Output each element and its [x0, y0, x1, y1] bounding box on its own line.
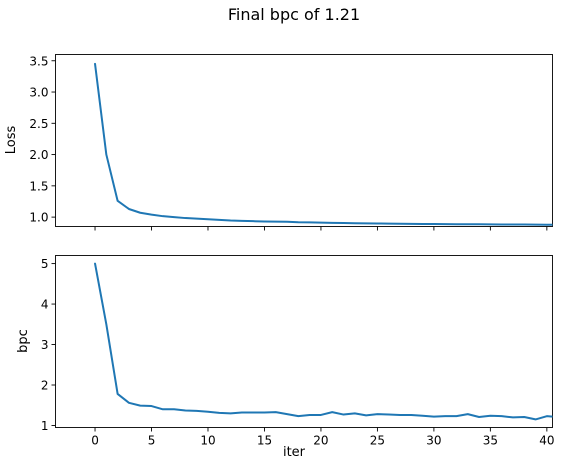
loss-y-tick-label: 3.5: [29, 54, 48, 68]
bpc-panel: 0 5 10 15 20 25 30 35 40 1 2 3 4 5 bpc iter: [16, 255, 555, 460]
loss-y-tick-label: 2.0: [29, 148, 48, 162]
bpc-x-tick-label: 5: [148, 434, 156, 448]
loss-marks: 1.0 1.5 2.0 2.5 3.0 3.5: [29, 54, 553, 231]
loss-y-axis-label: Loss: [4, 126, 19, 155]
bpc-x-tick-label: 35: [483, 434, 498, 448]
loss-series-line-0: [94, 62, 553, 226]
figure-title: Final bpc of 1.21: [228, 5, 360, 24]
loss-y-tick-label: 1.5: [29, 179, 48, 193]
loss-y-tick-label: 2.5: [29, 117, 48, 131]
bpc-y-tick-label: 4: [41, 298, 49, 312]
loss-panel: 1.0 1.5 2.0 2.5 3.0 3.5 Loss: [4, 54, 553, 231]
bpc-x-tick-label: 15: [257, 434, 272, 448]
loss-axes-frame: [55, 54, 553, 227]
bpc-y-tick-label: 1: [41, 419, 49, 433]
loss-y-tick-label: 3.0: [29, 86, 48, 100]
bpc-axes-frame: [55, 255, 553, 428]
bpc-x-tick-label: 20: [313, 434, 328, 448]
bpc-y-tick-label: 3: [41, 338, 49, 352]
bpc-y-tick-label: 5: [41, 257, 49, 271]
bpc-x-tick-label: 0: [91, 434, 99, 448]
bpc-x-tick-label: 30: [426, 434, 441, 448]
bpc-y-tick-label: 2: [41, 379, 49, 393]
x-axis-label: iter: [283, 445, 306, 460]
bpc-series-line-0: [94, 262, 553, 421]
bpc-x-tick-label: 10: [200, 434, 215, 448]
bpc-x-tick-label: 25: [370, 434, 385, 448]
bpc-y-axis-label: bpc: [16, 329, 31, 353]
bpc-marks: 0 5 10 15 20 25 30 35 40 1 2 3 4 5: [41, 257, 555, 448]
bpc-x-tick-label: 40: [539, 434, 554, 448]
loss-y-tick-label: 1.0: [29, 211, 48, 225]
